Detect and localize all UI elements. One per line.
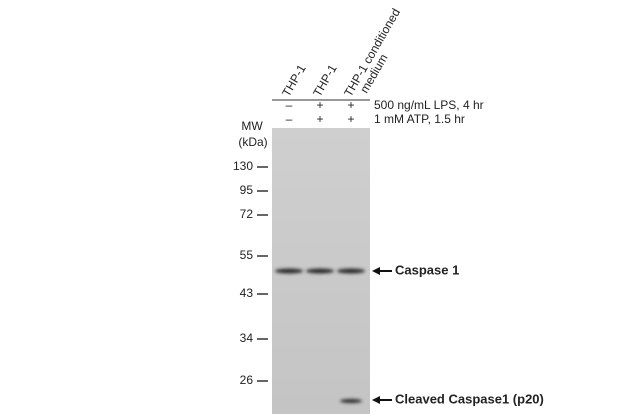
treatment-label: 1 mM ATP, 1.5 hr [374,112,465,126]
mw-marker-label: 26 [240,373,254,387]
mw-marker-label: 34 [240,331,254,345]
mw-marker-label: 43 [240,286,254,300]
lane-label: THP-1 [310,62,340,99]
protein-band [337,268,365,274]
lane-label-line: THP-1 [279,62,309,99]
band-label: Cleaved Caspase1 (p20) [395,391,544,406]
mw-marker-label: 72 [240,207,254,221]
mw-unit: (kDa) [238,135,267,149]
mw-marker-label: 95 [240,183,254,197]
protein-band [306,268,334,274]
treatment-sign: + [347,112,354,126]
treatment-label: 500 ng/mL LPS, 4 hr [374,98,484,112]
lane-label: THP-1 [279,62,309,99]
arrow-head [372,267,380,275]
mw-title: MW [241,119,263,133]
treatment-sign: + [316,112,323,126]
treatment-sign: – [286,98,293,112]
band-label: Caspase 1 [395,262,459,277]
lane-label-line: THP-1 [310,62,340,99]
mw-marker-label: 55 [240,248,254,262]
treatment-sign: + [316,98,323,112]
arrow-head [372,396,380,404]
treatment-sign: – [286,112,293,126]
protein-band [275,268,303,274]
treatment-sign: + [347,98,354,112]
protein-band [340,399,362,403]
mw-marker-label: 130 [233,159,253,173]
